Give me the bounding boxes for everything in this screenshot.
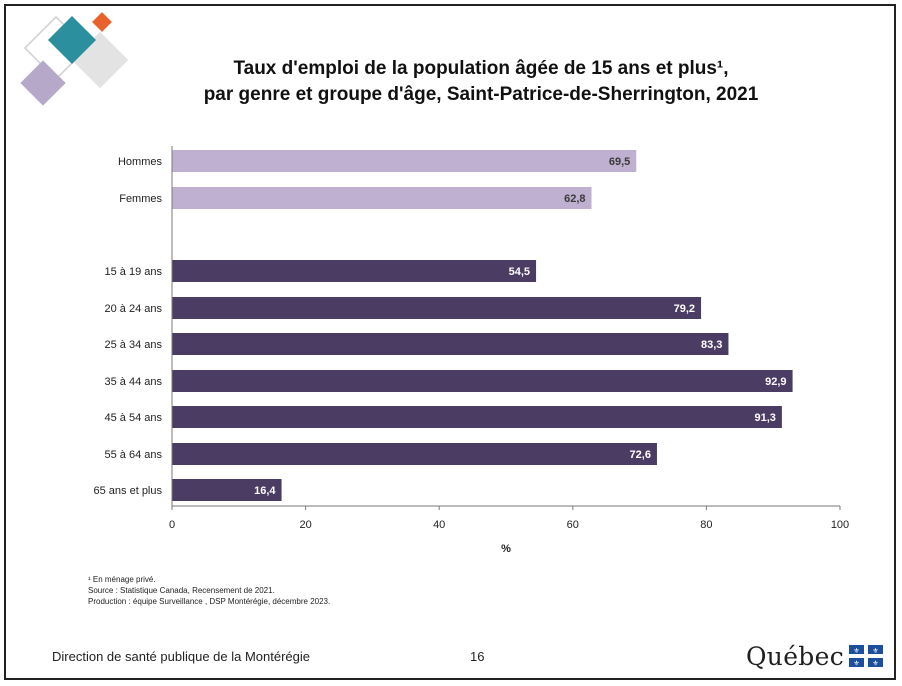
footnote-source: Source : Statistique Canada, Recensement… <box>88 586 275 595</box>
data-label-20-a-24-ans: 79,2 <box>674 303 695 315</box>
x-tick-label-20: 20 <box>299 519 311 531</box>
x-tick-label-60: 60 <box>567 519 579 531</box>
slide: Taux d'emploi de la population âgée de 1… <box>4 4 896 680</box>
category-label-35-a-44-ans: 35 à 44 ans <box>105 376 163 388</box>
x-tick-label-80: 80 <box>700 519 712 531</box>
category-label-femmes: Femmes <box>119 193 162 205</box>
data-label-45-a-54-ans: 91,3 <box>754 412 775 424</box>
data-label-65-ans-et-plus: 16,4 <box>254 485 276 497</box>
chart-title: Taux d'emploi de la population âgée de 1… <box>233 58 729 79</box>
data-label-hommes: 69,5 <box>609 156 630 168</box>
footnote-production: Production : équipe Surveillance , DSP M… <box>88 597 331 606</box>
quebec-logo: Québec ⚜ ⚜ ⚜ ⚜ <box>746 636 886 676</box>
x-tick-label-100: 100 <box>831 519 849 531</box>
diamond-orange <box>92 12 112 32</box>
category-label-45-a-54-ans: 45 à 54 ans <box>105 412 163 424</box>
svg-text:⚜: ⚜ <box>872 647 878 655</box>
fleur-de-lis-flag-icon: ⚜ ⚜ ⚜ ⚜ <box>849 645 883 667</box>
bar-hommes <box>172 150 637 172</box>
decorative-diamonds <box>20 12 129 106</box>
chart-subtitle: par genre et groupe d'âge, Saint-Patrice… <box>203 84 759 105</box>
quebec-logo-text: Québec <box>746 641 844 671</box>
footnotes: ¹ En ménage privé. Source : Statistique … <box>88 574 330 607</box>
data-label-55-a-64-ans: 72,6 <box>630 449 651 461</box>
category-label-20-a-24-ans: 20 à 24 ans <box>105 303 163 315</box>
bar-65-ans-et-plus <box>172 479 282 501</box>
bar-15-a-19-ans <box>172 260 537 282</box>
data-label-25-a-34-ans: 83,3 <box>701 339 722 351</box>
page-number: 16 <box>470 649 485 664</box>
bar-chart: Hommes 69,5 Femmes 62,8 15 à 19 ans 54,5 20 à … <box>94 146 849 555</box>
footnote-household: ¹ En ménage privé. <box>88 575 156 584</box>
data-label-15-a-19-ans: 54,5 <box>509 266 530 278</box>
bar-femmes <box>172 187 592 209</box>
data-label-35-a-44-ans: 92,9 <box>765 376 786 388</box>
category-label-25-a-34-ans: 25 à 34 ans <box>105 339 163 351</box>
category-label-15-a-19-ans: 15 à 19 ans <box>105 266 163 278</box>
x-tick-label-0: 0 <box>169 519 175 531</box>
diamond-lavender <box>20 60 66 106</box>
footer-organization: Direction de santé publique de la Montér… <box>52 649 311 664</box>
bar-35-a-44-ans <box>172 370 793 392</box>
category-label-55-a-64-ans: 55 à 64 ans <box>105 449 163 461</box>
bar-45-a-54-ans <box>172 406 782 428</box>
data-label-femmes: 62,8 <box>564 193 585 205</box>
category-label-hommes: Hommes <box>118 156 163 168</box>
svg-text:⚜: ⚜ <box>872 660 878 668</box>
chart-title-block: Taux d'emploi de la population âgée de 1… <box>156 56 806 108</box>
svg-text:⚜: ⚜ <box>853 660 859 668</box>
bar-55-a-64-ans <box>172 443 657 465</box>
bar-20-a-24-ans <box>172 297 702 319</box>
category-label-65-ans-et-plus: 65 ans et plus <box>94 485 163 497</box>
x-tick-label-40: 40 <box>433 519 445 531</box>
bar-25-a-34-ans <box>172 333 729 355</box>
x-axis-label: % <box>501 543 511 555</box>
svg-text:⚜: ⚜ <box>853 647 859 655</box>
